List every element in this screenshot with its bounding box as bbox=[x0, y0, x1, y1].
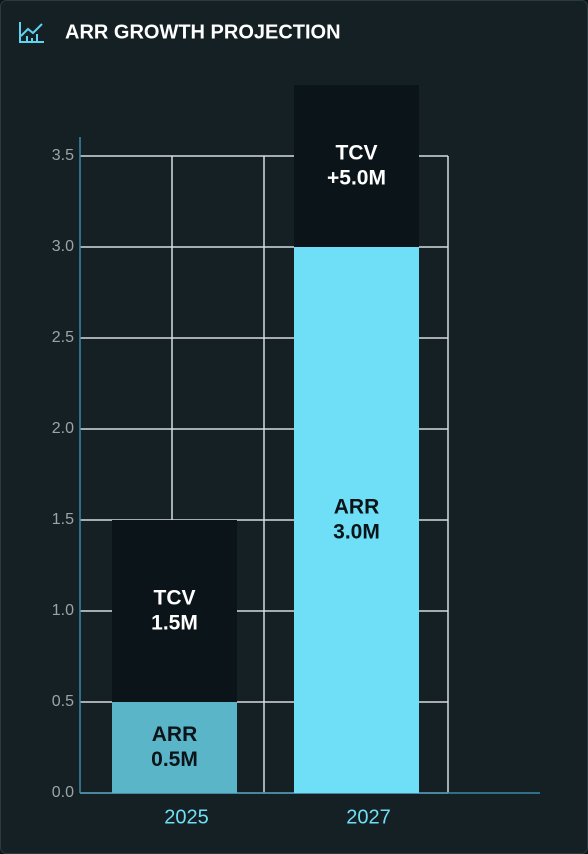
arr-value-label: 0.5M bbox=[151, 748, 198, 771]
tcv-value-label: +5.0M bbox=[327, 167, 386, 190]
y-tick-label: 3.5 bbox=[52, 147, 74, 164]
bar-arr bbox=[294, 247, 419, 793]
arr-name: ARR bbox=[334, 496, 380, 519]
y-tick-label: 3.0 bbox=[52, 238, 74, 255]
chart-title: ARR GROWTH PROJECTION bbox=[65, 21, 341, 43]
tcv-value-label: 1.5M bbox=[151, 612, 198, 635]
x-tick-label: 2027 bbox=[346, 806, 391, 828]
arr-name: ARR bbox=[152, 723, 198, 746]
tcv-name: TCV bbox=[154, 587, 196, 610]
y-tick-label: 0.0 bbox=[52, 784, 74, 801]
y-tick-label: 2.5 bbox=[52, 329, 74, 346]
bar-arr bbox=[112, 702, 237, 793]
y-tick-label: 0.5 bbox=[52, 693, 74, 710]
y-tick-label: 1.5 bbox=[52, 511, 74, 528]
chart-icon bbox=[19, 22, 44, 43]
labels: 0.00.51.01.52.02.53.03.52025TCV1.5MARR0.… bbox=[52, 142, 391, 829]
bars bbox=[112, 85, 419, 793]
y-tick-label: 2.0 bbox=[52, 420, 74, 437]
arr-value-label: 3.0M bbox=[333, 521, 380, 544]
y-tick-label: 1.0 bbox=[52, 602, 74, 619]
x-tick-label: 2025 bbox=[164, 806, 209, 828]
tcv-name: TCV bbox=[336, 142, 378, 165]
